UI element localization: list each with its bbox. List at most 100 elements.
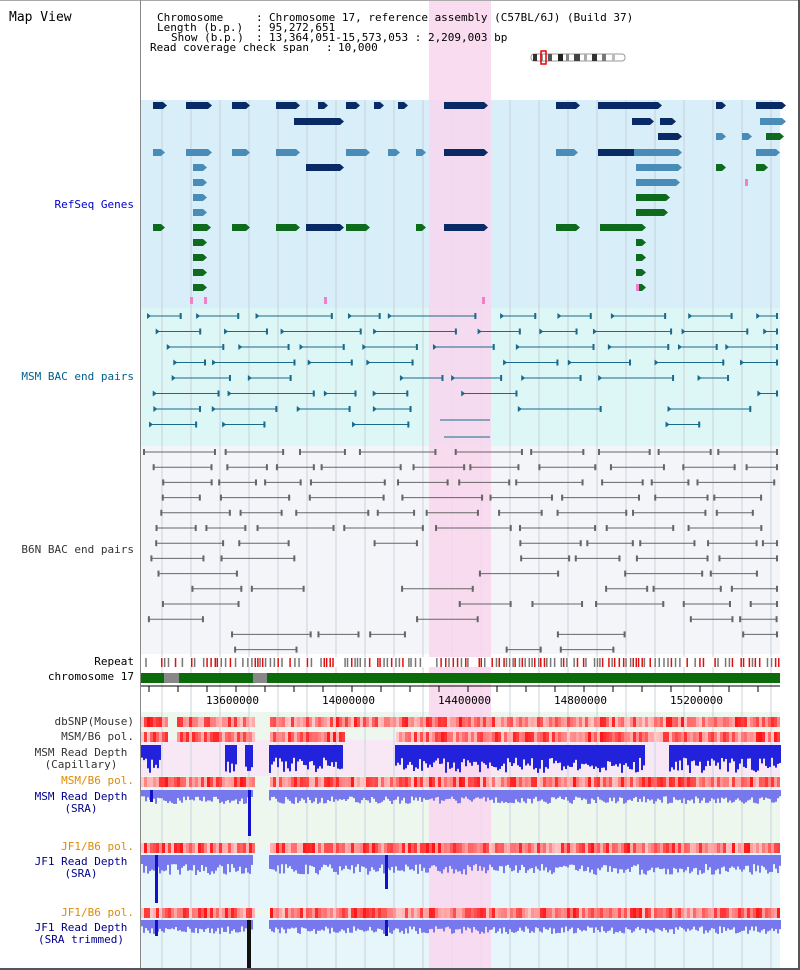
track-label-msm-b6-pol-1[interactable]: MSM/B6 pol. [61,730,134,743]
read-depth-bar [611,745,613,766]
msm-bac-end [503,359,508,366]
refseq-gene [444,102,484,109]
refseq-gene-strand [296,149,300,156]
read-depth-bar [637,920,639,927]
read-depth-bar [361,790,363,801]
heat-strip-cell [174,843,177,853]
read-depth-bar [213,790,215,797]
read-depth-bar [295,790,297,798]
track-label-msm-depth-sra-1[interactable]: MSM Read Depth [34,790,128,803]
msm-bac-end [399,375,404,381]
read-depth-bar [425,920,427,933]
read-depth-bar [323,855,325,865]
heat-strip-cell [600,777,603,787]
track-label-jf1-b6-pol-1[interactable]: JF1/B6 pol. [61,840,134,853]
read-depth-bar [411,790,413,797]
heat-strip-cell [594,732,597,742]
heat-strip-cell [390,908,393,918]
track-label-refseq[interactable]: RefSeq Genes [54,198,134,211]
heat-strip-cell [330,908,333,918]
heat-strip-cell [546,843,549,853]
b6n-bac-end [761,540,764,547]
heat-strip-cell [441,777,444,787]
ideogram-band [558,54,563,61]
heat-strip-cell [252,777,255,787]
heat-strip-cell [417,717,420,727]
read-depth-bar [191,790,193,800]
heat-strip-cell [327,843,330,853]
heat-strip-cell [750,908,753,918]
msm-bac-end [667,344,670,350]
heat-strip-cell [756,843,759,853]
read-depth-bar [735,920,737,934]
refseq-gene [600,224,642,231]
read-depth-bar [371,855,373,868]
track-label-dbsnp[interactable]: dbSNP(Mouse) [54,715,134,728]
b6n-bac-end [637,494,640,501]
heat-strip-cell [492,777,495,787]
read-depth-bar [711,855,713,875]
track-label-msm-bac[interactable]: MSM BAC end pairs [21,370,134,383]
b6n-bac-end [373,540,376,547]
track-label-b6n-bac[interactable]: B6N BAC end pairs [21,543,134,556]
read-depth-bar [467,920,469,928]
heat-strip-cell [717,717,720,727]
heat-strip-cell [768,843,771,853]
read-depth-bar [477,855,479,871]
msm-bac-end [521,375,526,381]
read-depth-bar [643,855,645,874]
track-label-jf1-depth-trim-1[interactable]: JF1 Read Depth [34,921,128,934]
heat-strip-cell [447,777,450,787]
heat-strip-cell [153,777,156,787]
heat-strip-cell [444,843,447,853]
read-depth-bar [301,790,303,799]
heat-strip-cell [474,777,477,787]
heat-strip-cell [441,908,444,918]
heat-strip-cell [141,777,144,787]
heat-strip-cell [420,732,423,742]
b6n-bac-end [704,509,707,516]
track-label-chromosome[interactable]: chromosome 17 [47,670,134,683]
heat-strip-cell [441,717,444,727]
repeat-element [670,658,673,667]
b6n-bac-end [435,525,438,531]
read-depth-bar [773,790,775,803]
read-depth-bar [457,790,459,804]
heat-strip-cell [456,843,459,853]
heat-strip-cell [183,777,186,787]
read-depth-bar [467,855,469,866]
read-depth-bar [687,790,689,801]
heat-strip-cell [609,843,612,853]
read-depth-bar [777,920,779,934]
read-depth-bar [587,855,589,868]
read-depth-bar [479,920,481,934]
track-label-repeat[interactable]: Repeat [94,655,134,668]
read-depth-bar [551,745,553,758]
read-depth-bar [539,790,541,801]
read-depth-bar [413,790,415,801]
read-depth-bar [621,920,623,933]
read-depth-bar [555,920,557,934]
heat-strip-cell [729,777,732,787]
refseq-mark [745,179,748,186]
heat-strip-cell [204,908,207,918]
length-sep: : [256,21,263,34]
repeat-element [368,658,371,667]
b6n-bac-end [256,525,259,531]
track-label-jf1-b6-pol-2[interactable]: JF1/B6 pol. [61,906,134,919]
track-label-msm-b6-pol-2[interactable]: MSM/B6 pol. [61,774,134,787]
heat-strip-cell [336,777,339,787]
msm-bac-end [517,406,522,412]
refseq-gene [193,209,203,216]
read-depth-bar [147,790,149,798]
b6n-bac-end [745,464,748,471]
track-label-jf1-depth-sra-1[interactable]: JF1 Read Depth [34,855,128,868]
heat-strip-cell [585,843,588,853]
heat-strip-cell [180,732,183,742]
read-depth-bar [327,790,329,800]
read-depth-bar [207,855,209,874]
heat-strip-cell [519,717,522,727]
heat-strip-cell [417,732,420,742]
track-label-msm-depth-cap-1[interactable]: MSM Read Depth [34,746,128,759]
